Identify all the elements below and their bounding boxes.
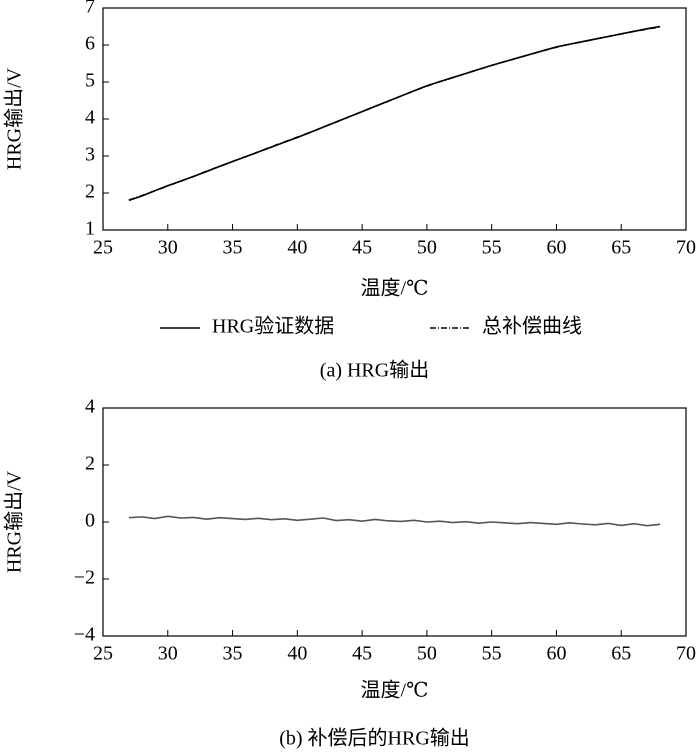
- y-tick-label: 3: [85, 144, 95, 166]
- x-tick-label: 35: [223, 237, 243, 259]
- y-axis-label: HRG输出/V: [3, 470, 26, 573]
- caption: (a) HRG输出: [320, 359, 429, 382]
- x-tick-label: 45: [352, 643, 372, 665]
- x-tick-label: 40: [287, 237, 307, 259]
- y-tick-label: 7: [85, 0, 95, 18]
- legend-label: 总补偿曲线: [482, 315, 582, 338]
- plot-frame: [102, 7, 687, 231]
- data-line: [128, 25, 661, 202]
- x-tick-label: 40: [287, 643, 307, 665]
- x-tick-label: 35: [223, 643, 243, 665]
- x-tick-label: 30: [158, 643, 178, 665]
- y-tick-label: 4: [85, 107, 95, 129]
- data-line: [128, 26, 661, 201]
- plot-frame: [102, 407, 687, 637]
- x-tick-label: 55: [482, 643, 502, 665]
- x-tick-label: 45: [352, 237, 372, 259]
- x-tick-label: 25: [93, 643, 113, 665]
- x-axis-label: 温度/℃: [361, 277, 429, 300]
- x-tick-label: 50: [417, 237, 437, 259]
- y-axis-label: HRG输出/V: [3, 67, 26, 170]
- x-tick-label: 30: [158, 237, 178, 259]
- x-tick-label: 50: [417, 643, 437, 665]
- y-tick-label: 4: [85, 396, 95, 418]
- x-tick-label: 65: [611, 643, 631, 665]
- x-axis-label: 温度/℃: [361, 679, 429, 702]
- y-tick-label: 6: [85, 33, 95, 55]
- y-tick-label: −2: [74, 567, 95, 589]
- y-tick-label: 2: [85, 453, 95, 475]
- y-tick-label: −4: [74, 624, 95, 646]
- y-tick-label: 2: [85, 181, 95, 203]
- caption: (b) 补偿后的HRG输出: [279, 727, 470, 750]
- x-tick-label: 55: [482, 237, 502, 259]
- x-tick-label: 70: [676, 237, 696, 259]
- y-tick-label: 0: [85, 510, 95, 532]
- legend-label: HRG验证数据: [212, 315, 334, 338]
- x-tick-label: 60: [546, 237, 566, 259]
- x-tick-label: 70: [676, 643, 696, 665]
- x-tick-label: 25: [93, 237, 113, 259]
- x-tick-label: 60: [546, 643, 566, 665]
- y-tick-label: 1: [85, 218, 95, 240]
- x-tick-label: 65: [611, 237, 631, 259]
- y-tick-label: 5: [85, 70, 95, 92]
- data-line: [128, 515, 661, 527]
